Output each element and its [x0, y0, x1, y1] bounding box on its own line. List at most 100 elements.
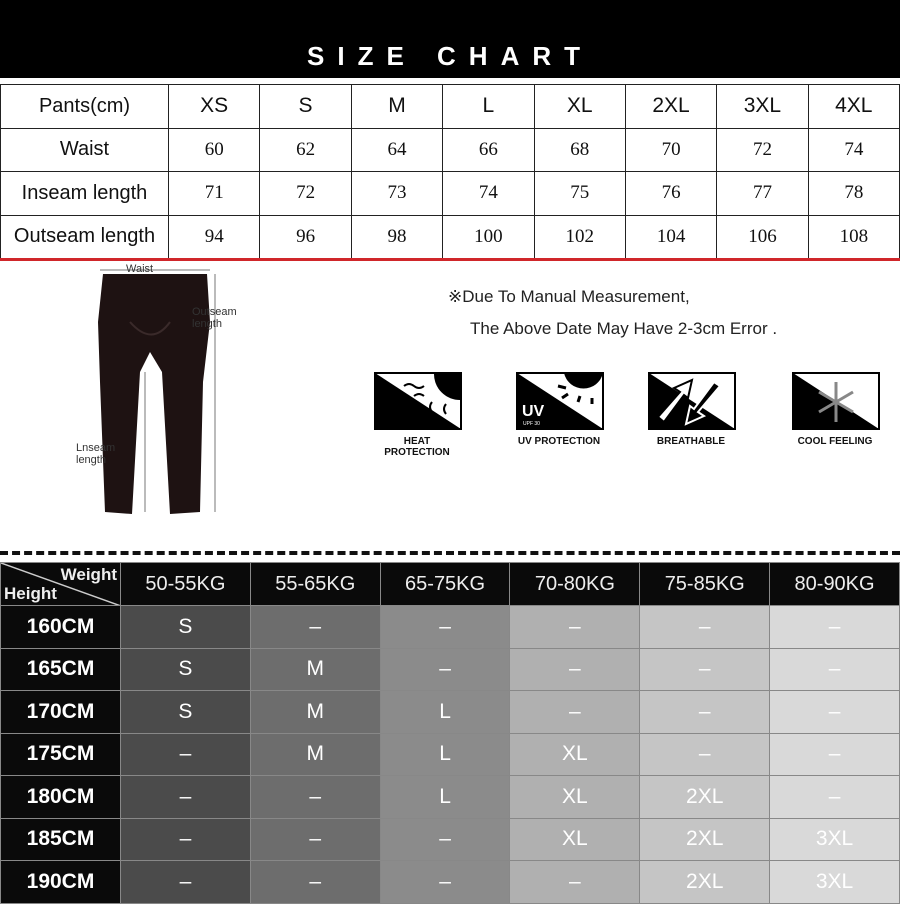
size-cell: – [769, 605, 900, 649]
outseam-label: Outseam length [192, 306, 237, 330]
cool-feeling-icon [792, 372, 880, 430]
size-cell: – [379, 605, 511, 649]
breathable-icon [648, 372, 736, 430]
size-cell: XL [509, 732, 641, 776]
title-bar: SIZE CHART [0, 0, 900, 78]
size-cell: – [379, 817, 511, 861]
row-label: Outseam length [0, 214, 169, 259]
table-row: 180CM – – L XL 2XL – [0, 775, 900, 819]
height-cell: 180CM [0, 775, 121, 819]
value-cell: 76 [624, 171, 718, 216]
value-cell: 66 [442, 127, 535, 172]
weight-header-row: Weight Height 50-55KG 55-65KG 65-75KG 70-80KG… [0, 562, 900, 606]
size-cell: – [769, 647, 900, 691]
size-header-row: Pants(cm) XS S M L XL 2XL 3XL 4XL [0, 84, 900, 129]
header-cell: S [259, 84, 352, 129]
size-cell: – [249, 817, 381, 861]
feature-breathable: BREATHABLE [648, 372, 736, 447]
size-cell: L [379, 775, 511, 819]
table-row: 185CM – – – XL 2XL 3XL [0, 817, 900, 861]
dashed-divider [0, 551, 900, 555]
size-cell: – [379, 860, 511, 904]
fit-grid: Weight Height 50-55KG 55-65KG 65-75KG 70-80KG… [0, 562, 900, 904]
feature-uv: UV UPF 30 UV PROTECTION [516, 372, 604, 447]
table-row: 170CM S M L – – – [0, 690, 900, 734]
note-line-1: ※Due To Manual Measurement, [448, 287, 690, 306]
header-cell: 3XL [716, 84, 809, 129]
size-cell: S [120, 647, 251, 691]
header-cell: 2XL [624, 84, 718, 129]
weight-label: Weight [60, 565, 117, 584]
size-cell: M [249, 732, 381, 776]
value-cell: 72 [259, 171, 352, 216]
row-label: Waist [0, 127, 169, 172]
corner-cell: Weight Height [0, 562, 121, 606]
size-cell: 2XL [639, 817, 771, 861]
table-row: 175CM – M L XL – – [0, 732, 900, 776]
pants-diagram [98, 269, 216, 514]
value-cell: 73 [350, 171, 444, 216]
size-cell: S [120, 690, 251, 734]
size-cell: – [639, 605, 771, 649]
size-cell: – [120, 817, 251, 861]
size-cell: M [249, 647, 381, 691]
value-cell: 70 [624, 127, 718, 172]
waist-label: Waist [126, 263, 154, 275]
value-cell: 106 [716, 214, 809, 259]
weight-header: 70-80KG [509, 562, 641, 606]
value-cell: 77 [716, 171, 809, 216]
header-cell: L [442, 84, 535, 129]
size-cell: S [120, 605, 251, 649]
height-label: Height [4, 584, 57, 603]
size-table: Pants(cm) XS S M L XL 2XL 3XL 4XL Waist 60 62 64 66 68… [0, 84, 900, 259]
header-cell: XS [167, 84, 261, 129]
size-cell: – [379, 647, 511, 691]
header-cell: M [350, 84, 444, 129]
size-cell: – [120, 775, 251, 819]
size-cell: – [509, 647, 641, 691]
value-cell: 102 [533, 214, 626, 259]
inseam-label: Lnseam length [76, 442, 116, 466]
size-cell: 3XL [769, 860, 900, 904]
value-cell: 108 [807, 214, 900, 259]
heat-protection-icon [374, 372, 462, 430]
size-cell: – [639, 647, 771, 691]
weight-header: 80-90KG [769, 562, 900, 606]
value-cell: 74 [807, 127, 900, 172]
value-cell: 98 [350, 214, 444, 259]
value-cell: 100 [442, 214, 535, 259]
size-cell: – [769, 732, 900, 776]
header-cell: Pants(cm) [0, 84, 169, 129]
size-cell: 2XL [639, 860, 771, 904]
feature-cool: COOL FEELING [792, 372, 880, 447]
size-cell: – [639, 732, 771, 776]
size-cell: – [249, 775, 381, 819]
value-cell: 60 [167, 127, 261, 172]
table-row: 160CM S – – – – – [0, 605, 900, 649]
feature-heat: HEAT PROTECTION [374, 372, 462, 458]
size-cell: – [509, 605, 641, 649]
size-cell: 2XL [639, 775, 771, 819]
size-cell: 3XL [769, 817, 900, 861]
weight-header: 50-55KG [120, 562, 251, 606]
height-cell: 185CM [0, 817, 121, 861]
table-row: Waist 60 62 64 66 68 70 72 74 [0, 127, 900, 172]
size-cell: – [120, 732, 251, 776]
divider [0, 258, 900, 261]
header-cell: XL [533, 84, 626, 129]
svg-text:UV: UV [522, 403, 545, 420]
size-cell: – [639, 690, 771, 734]
height-cell: 160CM [0, 605, 121, 649]
size-cell: – [509, 690, 641, 734]
size-cell: M [249, 690, 381, 734]
size-cell: – [249, 860, 381, 904]
svg-text:UPF 30: UPF 30 [523, 421, 540, 427]
size-cell: L [379, 732, 511, 776]
value-cell: 94 [167, 214, 261, 259]
page-title: SIZE CHART [307, 41, 593, 71]
note-line-2: The Above Date May Have 2-3cm Error . [470, 319, 778, 338]
table-row: Inseam length 71 72 73 74 75 76 77 78 [0, 171, 900, 216]
value-cell: 72 [716, 127, 809, 172]
height-cell: 170CM [0, 690, 121, 734]
